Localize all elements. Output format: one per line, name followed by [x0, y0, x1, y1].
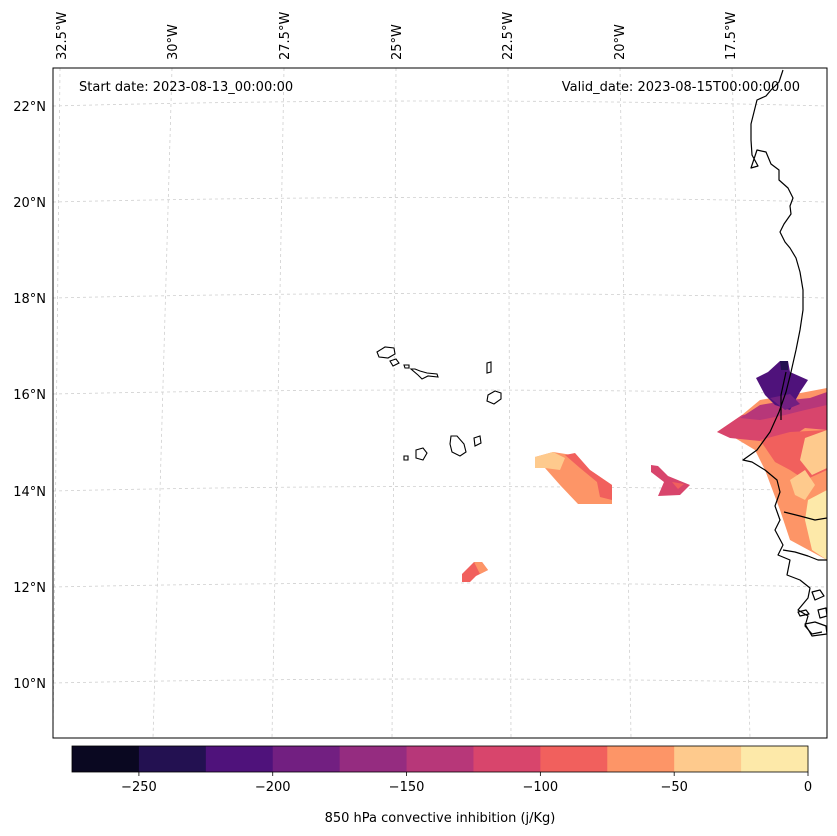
parallel-20n [53, 197, 827, 203]
lat-label: 14°N [13, 485, 46, 500]
lat-label: 12°N [13, 581, 46, 596]
colorbar-bin [406, 746, 474, 772]
colorbar-bin [607, 746, 675, 772]
meridian-17-5w [731, 68, 751, 738]
contour-offshore-a-minus25 [535, 452, 565, 470]
lon-label: 25°W [390, 24, 405, 60]
lon-label: 27.5°W [278, 12, 293, 60]
lat-label: 22°N [13, 100, 46, 115]
lat-label: 20°N [13, 196, 46, 211]
meridian-30w [152, 68, 173, 738]
colorbar-bin [339, 746, 408, 772]
contour-coast-minus225 [780, 361, 788, 370]
contour-offshore-a-minus100 [565, 453, 612, 500]
colorbar-bin [272, 746, 341, 772]
colorbar-bin [72, 746, 140, 772]
graticule-meridians [53, 68, 751, 738]
meridian-20w [619, 68, 632, 738]
colorbar-bin [674, 746, 742, 772]
coastline-guinea-bissau [782, 549, 827, 561]
parallel-16n [53, 389, 827, 395]
lon-label: 17.5°W [724, 12, 739, 60]
latitude-labels: 22°N 20°N 18°N 16°N 14°N 12°N 10°N [13, 100, 46, 692]
contour-offshore-b [651, 465, 690, 496]
colorbar-tick-label: −50 [660, 780, 687, 795]
colorbar-bin [138, 746, 207, 772]
coastline-border-gambia [783, 511, 827, 521]
valid-date-label: Valid_date: 2023-08-15T00:00:00.00 [562, 80, 800, 95]
start-date-label: Start date: 2023-08-13_00:00:00 [79, 80, 293, 95]
colorbar: −250 −200 −150 −100 −50 0 850 hPa convective … [71, 745, 812, 826]
colorbar-bin [540, 746, 608, 772]
colorbar-bin [741, 746, 809, 772]
contour-coast-minus125 [717, 395, 827, 442]
parallel-14n [53, 486, 827, 492]
lat-label: 18°N [13, 292, 46, 307]
lon-label: 22.5°W [501, 12, 516, 60]
contour-offshore-c-inner [474, 562, 488, 574]
lon-label: 32.5°W [55, 12, 70, 60]
lon-label: 30°W [166, 24, 181, 60]
contour-coast-minus25 [805, 490, 827, 560]
map-border [52, 67, 828, 739]
colorbar-ticks: −250 −200 −150 −100 −50 0 [121, 772, 812, 795]
coastline-mauritania-senegal [742, 69, 823, 635]
meridian-25w [391, 68, 397, 738]
colorbar-bin [205, 746, 274, 772]
colorbar-tick-label: 0 [804, 780, 812, 795]
map-panel [53, 68, 827, 738]
colorbar-bins [72, 746, 809, 772]
meridian-27-5w [271, 68, 285, 738]
colorbar-tick-label: −100 [523, 780, 559, 795]
colorbar-tick-label: −250 [121, 780, 157, 795]
parallel-10n [53, 678, 827, 684]
island-santa-luzia [403, 364, 410, 369]
island-brava [403, 455, 409, 461]
colorbar-label: 850 hPa convective inhibition (j/Kg) [325, 811, 556, 826]
contour-offshore-b-inner [672, 482, 684, 489]
lon-label: 20°W [613, 24, 628, 60]
meridian-32-5w [53, 68, 61, 738]
island-boa-vista [486, 390, 502, 405]
island-maio [473, 435, 482, 447]
island-sal [486, 361, 492, 374]
contour-coast-minus175 [770, 394, 800, 410]
parallel-12n [53, 582, 827, 588]
colorbar-bin [473, 746, 541, 772]
longitude-labels: 32.5°W 30°W 27.5°W 25°W 22.5°W 20°W 17.5… [55, 12, 739, 60]
parallel-22n [53, 100, 827, 107]
contour-coast-minus50b [790, 470, 815, 500]
island-sao-vicente [389, 358, 400, 367]
lat-label: 10°N [13, 677, 46, 692]
colorbar-border [71, 745, 809, 773]
contour-coast-minus200 [756, 361, 808, 410]
colorbar-tick-label: −150 [389, 780, 425, 795]
cape-verde-islands [376, 346, 502, 461]
colorbar-tick-label: −200 [255, 780, 291, 795]
island-santo-antao [376, 346, 396, 359]
coastline-border-senegal-mauritania [780, 371, 787, 420]
island-fogo [415, 447, 428, 461]
coastline-bijagos [797, 589, 827, 619]
cin-contours [462, 361, 827, 582]
graticule-parallels [53, 100, 827, 684]
lat-label: 16°N [13, 388, 46, 403]
meridian-22-5w [507, 68, 512, 738]
island-santiago [449, 435, 467, 457]
island-sao-nicolau [409, 368, 439, 380]
contour-coast-minus50 [800, 430, 827, 475]
parallel-18n [53, 293, 827, 299]
